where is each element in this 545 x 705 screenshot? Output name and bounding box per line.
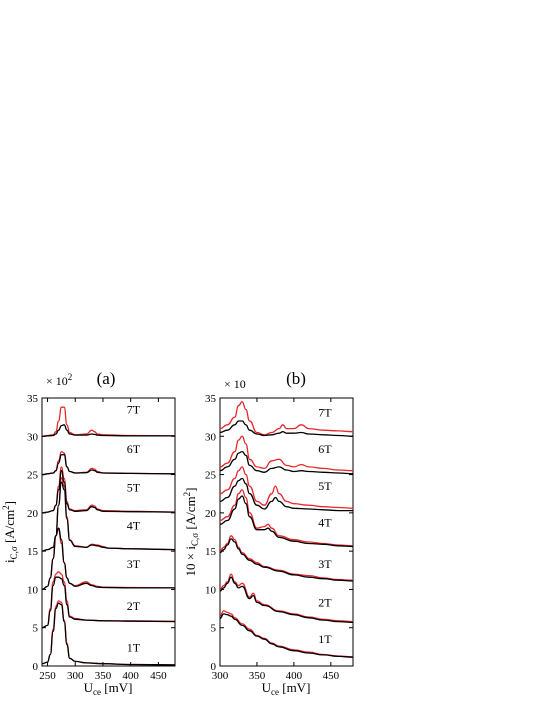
field-label-6T: 6T bbox=[318, 442, 332, 456]
field-label-7T: 7T bbox=[127, 402, 141, 416]
field-label-1T: 1T bbox=[318, 632, 332, 646]
x-tick-label: 450 bbox=[150, 670, 167, 682]
field-label-3T: 3T bbox=[318, 557, 332, 571]
field-label-4T: 4T bbox=[127, 519, 141, 533]
y-tick-label: 0 bbox=[33, 661, 39, 673]
panel-b-multiplier: × 10 bbox=[224, 377, 246, 391]
field-label-5T: 5T bbox=[318, 479, 332, 493]
y-tick-label: 25 bbox=[205, 470, 217, 482]
field-label-3T: 3T bbox=[127, 557, 141, 571]
x-tick-label: 450 bbox=[323, 670, 340, 682]
field-label-7T: 7T bbox=[318, 405, 332, 419]
field-label-6T: 6T bbox=[127, 442, 141, 456]
panel-a-label: (a) bbox=[97, 369, 116, 388]
field-label-4T: 4T bbox=[318, 516, 332, 530]
y-tick-label: 30 bbox=[205, 431, 217, 443]
y-tick-label: 5 bbox=[33, 623, 39, 635]
field-label-5T: 5T bbox=[127, 480, 141, 494]
panel-b-x-axis-label: Uce [mV] bbox=[262, 680, 311, 697]
y-tick-label: 30 bbox=[27, 431, 39, 443]
y-tick-label: 10 bbox=[205, 584, 217, 596]
y-tick-label: 0 bbox=[211, 661, 217, 673]
y-tick-label: 20 bbox=[205, 508, 217, 520]
x-tick-label: 250 bbox=[39, 670, 56, 682]
x-tick-label: 300 bbox=[67, 670, 84, 682]
panel-b-label: (b) bbox=[286, 369, 306, 388]
y-tick-label: 25 bbox=[27, 470, 39, 482]
panel-b-y-axis-label: 10 × iC,σ [A/cm2] bbox=[182, 488, 200, 577]
field-label-1T: 1T bbox=[127, 640, 141, 654]
y-tick-label: 35 bbox=[27, 393, 39, 405]
field-label-2T: 2T bbox=[318, 595, 332, 609]
panel-a-x-axis-label: Uce [mV] bbox=[84, 680, 133, 697]
y-tick-label: 15 bbox=[27, 546, 39, 558]
y-tick-label: 20 bbox=[27, 508, 39, 520]
y-tick-label: 5 bbox=[211, 623, 217, 635]
y-tick-label: 35 bbox=[205, 393, 217, 405]
field-label-2T: 2T bbox=[127, 599, 141, 613]
y-tick-label: 15 bbox=[205, 546, 217, 558]
y-tick-label: 10 bbox=[27, 584, 39, 596]
